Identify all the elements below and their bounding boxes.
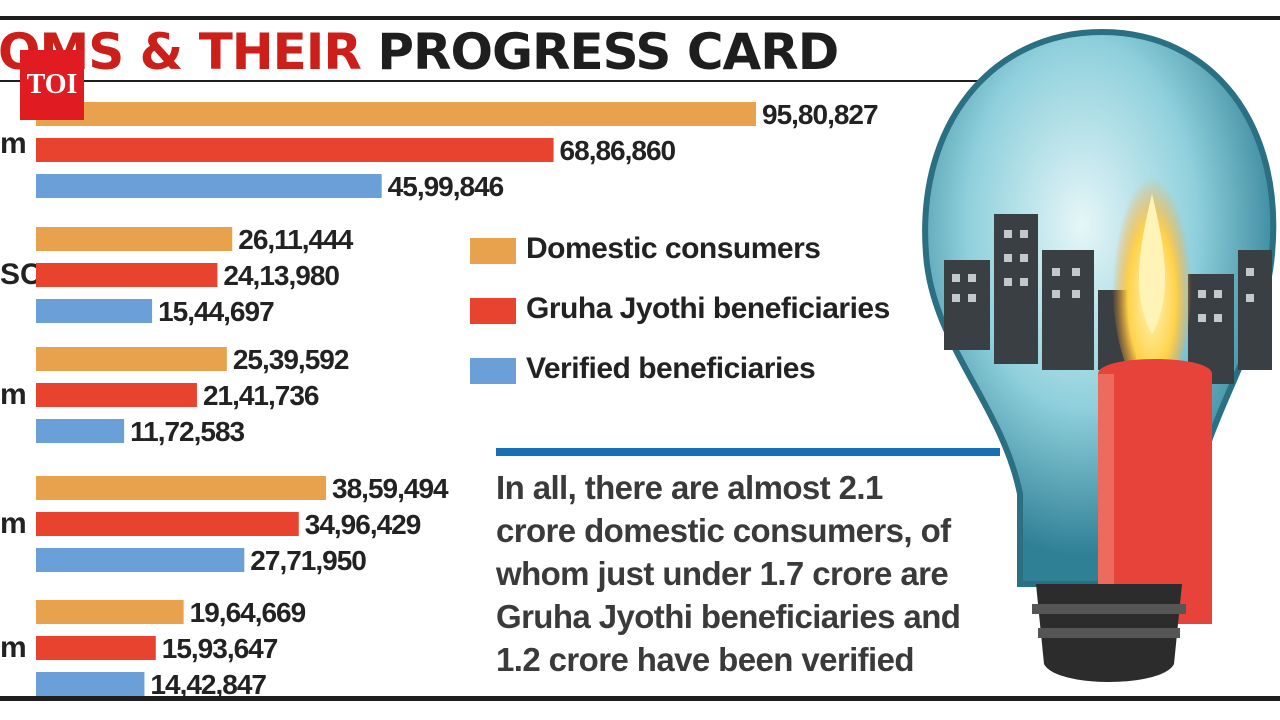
- toi-logo: TOI: [20, 50, 84, 120]
- row-label-3: m: [0, 378, 27, 411]
- row-label-1: m: [0, 127, 27, 160]
- bar-value-label: 15,93,647: [162, 633, 278, 664]
- legend-item-verified: Verified beneficiaries: [470, 348, 930, 408]
- candle: [1098, 359, 1212, 624]
- summary-note: In all, there are almost 2.1 crore domes…: [496, 466, 1006, 681]
- legend-swatch-domestic: [470, 238, 516, 264]
- bar-gruha-jyothi-beneficiaries-2: [36, 263, 218, 287]
- bar-domestic-consumers-5: [36, 600, 184, 624]
- bar-chart: 95,80,827 26,11,444 25,39,592 38,59,494 19,6…: [36, 99, 879, 700]
- note-line: Gruha Jyothi beneficiaries and: [496, 598, 961, 635]
- bar-verified-beneficiaries-1: [36, 174, 382, 198]
- note-line: crore domestic consumers, of: [496, 512, 951, 549]
- flame-icon: [1138, 194, 1166, 334]
- bar-value-label: 26,11,444: [238, 224, 353, 255]
- bar-value-label: 24,13,980: [223, 260, 339, 291]
- bar-verified-beneficiaries-4: [36, 548, 245, 572]
- legend: Domestic consumers Gruha Jyothi benefici…: [470, 228, 930, 408]
- top-rule: [0, 16, 1280, 20]
- bar-value-label: 21,41,736: [203, 380, 319, 411]
- bar-domestic-consumers-1: [36, 102, 756, 126]
- bar-value-label: 68,86,860: [560, 135, 676, 166]
- legend-label-gruha-jyothi: Gruha Jyothi beneficiaries: [526, 292, 890, 325]
- legend-item-domestic: Domestic consumers: [470, 228, 930, 288]
- row-label-2: SC: [0, 258, 42, 291]
- light-bulb-candle-illustration: [922, 28, 1277, 682]
- bar-value-label: 11,72,583: [130, 416, 244, 447]
- bar-value-label: 34,96,429: [305, 509, 421, 540]
- bar-value-label: 19,64,669: [190, 597, 306, 628]
- legend-swatch-verified: [470, 358, 516, 384]
- bar-value-label: 14,42,847: [150, 669, 266, 700]
- note-line: whom just under 1.7 crore are: [496, 555, 949, 592]
- bar-value-label: 45,99,846: [388, 171, 504, 202]
- bar-verified-beneficiaries-3: [36, 419, 125, 443]
- bar-value-label: 38,59,494: [332, 473, 449, 504]
- bar-value-label: 95,80,827: [762, 99, 878, 130]
- bar-domestic-consumers-2: [36, 227, 233, 251]
- bottom-rule: [0, 696, 1280, 701]
- note-line: 1.2 crore have been verified: [496, 641, 915, 678]
- title-black-part: PROGRESS CARD: [360, 23, 839, 81]
- bar-value-label: 25,39,592: [233, 344, 349, 375]
- bar-gruha-jyothi-beneficiaries-3: [36, 383, 197, 407]
- legend-swatch-gruha-jyothi: [470, 298, 516, 324]
- page-title: OMS & THEIR PROGRESS CARD: [0, 22, 839, 82]
- bar-verified-beneficiaries-2: [36, 299, 153, 323]
- bar-verified-beneficiaries-5: [36, 672, 145, 696]
- row-label-4: m: [0, 507, 27, 540]
- bar-value-label: 27,71,950: [250, 545, 366, 576]
- row-label-5: m: [0, 631, 27, 664]
- bar-gruha-jyothi-beneficiaries-5: [36, 636, 156, 660]
- legend-label-domestic: Domestic consumers: [526, 232, 821, 265]
- bar-domestic-consumers-3: [36, 347, 227, 371]
- note-line: In all, there are almost 2.1: [496, 469, 883, 506]
- bar-gruha-jyothi-beneficiaries-4: [36, 512, 299, 536]
- header-rule: [0, 80, 1000, 82]
- bar-domestic-consumers-4: [36, 476, 327, 500]
- legend-label-verified: Verified beneficiaries: [526, 352, 816, 385]
- bar-gruha-jyothi-beneficiaries-1: [36, 138, 554, 162]
- bar-value-label: 15,44,697: [158, 296, 274, 327]
- legend-item-gruha-jyothi: Gruha Jyothi beneficiaries: [470, 288, 930, 348]
- note-accent-rule: [496, 448, 1000, 456]
